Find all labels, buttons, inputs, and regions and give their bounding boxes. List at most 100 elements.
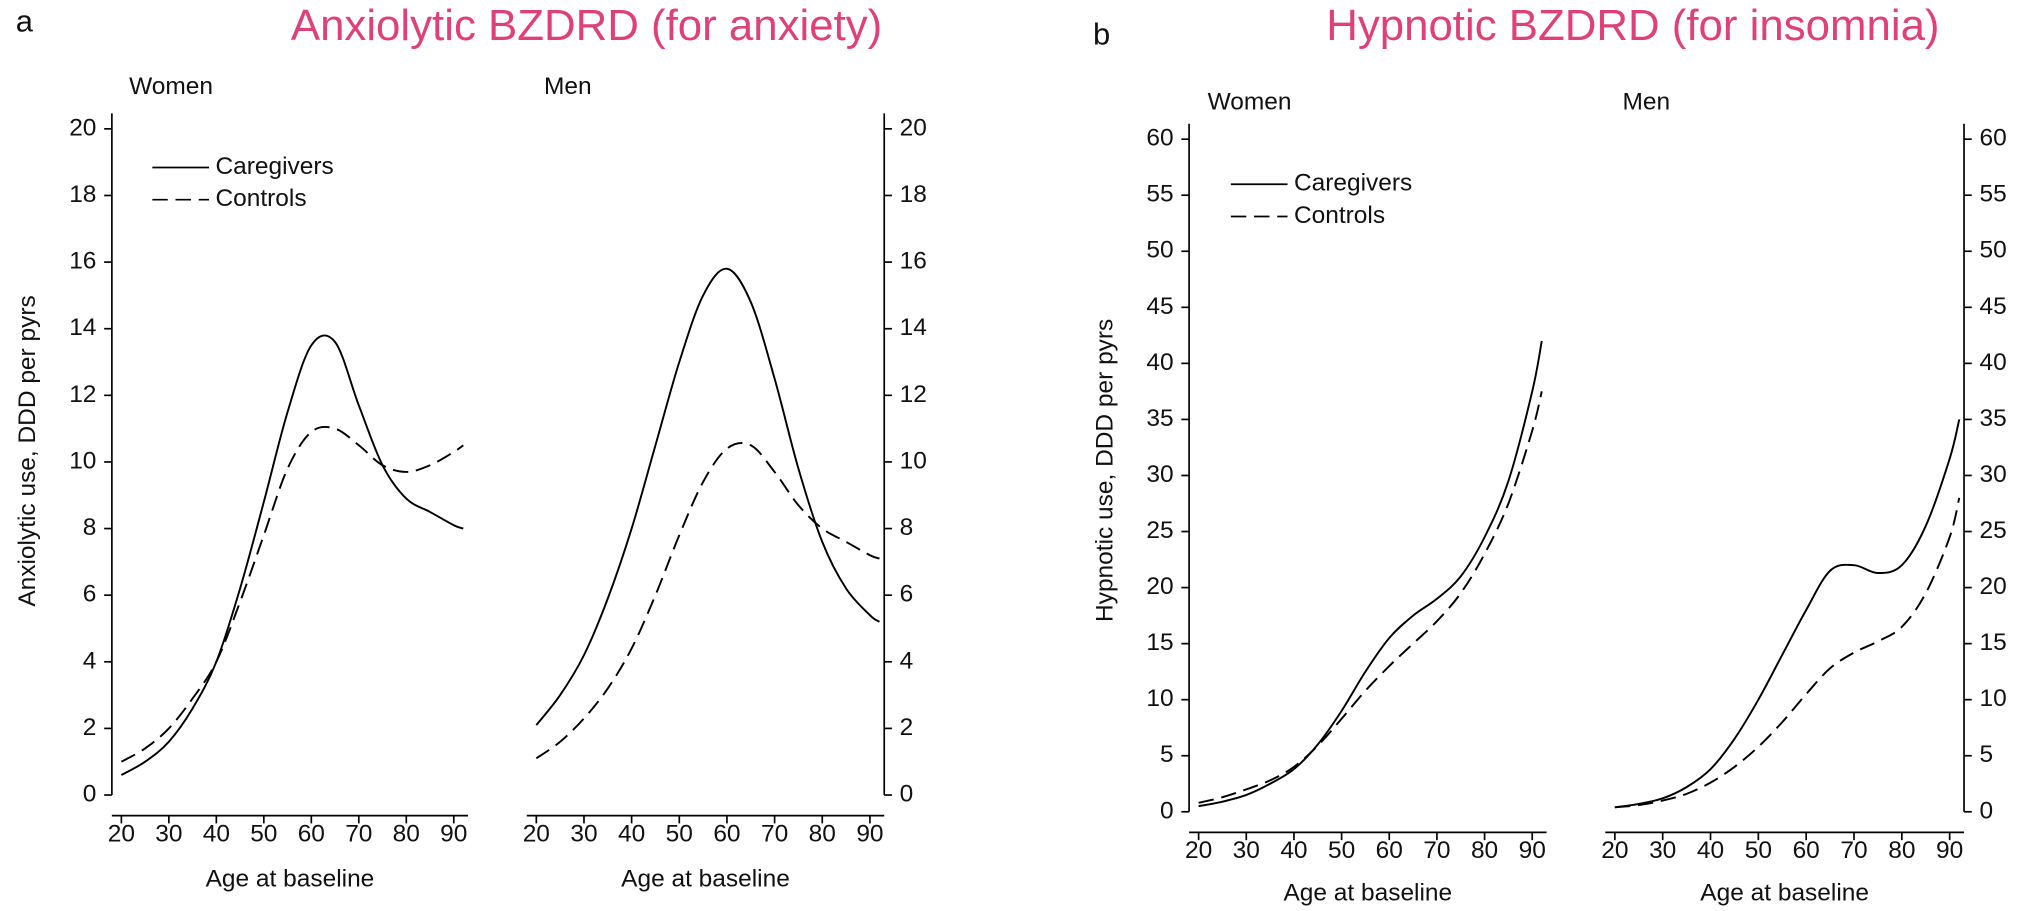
y-tick-label: 15	[1146, 629, 1173, 656]
x-tick-label: 70	[345, 820, 372, 847]
subplot-label: Women	[129, 73, 213, 100]
legend-label: Caregivers	[1294, 170, 1412, 197]
y-axis-label: Hypnotic use, DDD per pyrs	[1091, 319, 1118, 622]
x-tick-label: 20	[1185, 837, 1212, 864]
x-tick-label: 60	[713, 820, 740, 847]
x-tick-label: 50	[1328, 837, 1355, 864]
y-tick-label: 18	[69, 181, 96, 208]
panel-label: a	[16, 3, 34, 38]
y-tick-label: 40	[1146, 349, 1173, 376]
x-tick-label: 60	[1376, 837, 1403, 864]
x-axis-label: Age at baseline	[621, 866, 790, 893]
x-tick-label: 80	[1471, 837, 1498, 864]
series-line	[1614, 419, 1961, 809]
x-tick-label: 60	[298, 820, 325, 847]
x-tick-label: 70	[1423, 837, 1450, 864]
y-tick-label: 0	[83, 780, 97, 807]
x-tick-label: 20	[523, 820, 550, 847]
y-tick-label: 25	[1146, 517, 1173, 544]
subplot-label: Women	[1208, 89, 1292, 116]
x-tick-label: 30	[155, 820, 182, 847]
y-tick-label: 10	[1146, 685, 1173, 712]
x-tick-label: 90	[440, 820, 467, 847]
y-tick-label: 16	[69, 248, 96, 275]
x-axis-label: Age at baseline	[1283, 880, 1452, 907]
y-tick-label: 6	[83, 581, 97, 608]
x-axis-label: Age at baseline	[1700, 880, 1869, 907]
y-tick-label: 16	[900, 248, 927, 275]
y-tick-label: 35	[1979, 405, 2006, 432]
group-title: Hypnotic BZDRD (for insomnia)	[1326, 1, 1939, 50]
series-line	[1614, 497, 1961, 809]
x-tick-label: 50	[666, 820, 693, 847]
y-tick-label: 20	[1979, 573, 2006, 600]
y-tick-label: 25	[1979, 517, 2006, 544]
y-tick-label: 10	[900, 447, 927, 474]
legend-label: Caregivers	[215, 153, 333, 180]
y-tick-label: 45	[1146, 293, 1173, 320]
x-tick-label: 30	[570, 820, 597, 847]
x-tick-label: 90	[1936, 837, 1963, 864]
y-tick-label: 45	[1979, 293, 2006, 320]
y-tick-label: 30	[1979, 461, 2006, 488]
x-tick-label: 50	[250, 820, 277, 847]
y-tick-label: 20	[69, 114, 96, 141]
y-tick-label: 0	[900, 780, 914, 807]
y-tick-label: 60	[1979, 125, 2006, 152]
x-tick-label: 40	[203, 820, 230, 847]
y-tick-label: 8	[900, 514, 914, 541]
y-tick-label: 5	[1979, 741, 1993, 768]
x-axis-label: Age at baseline	[206, 866, 375, 893]
y-tick-label: 10	[69, 447, 96, 474]
y-tick-label: 12	[69, 381, 96, 408]
y-tick-label: 50	[1146, 237, 1173, 264]
y-tick-label: 55	[1146, 181, 1173, 208]
series-line	[1198, 391, 1543, 804]
y-tick-label: 8	[83, 514, 97, 541]
x-tick-label: 40	[1697, 837, 1724, 864]
y-tick-label: 14	[900, 314, 927, 341]
series-line	[535, 267, 881, 726]
y-tick-label: 6	[900, 581, 914, 608]
series-line	[1198, 340, 1543, 808]
y-tick-label: 15	[1979, 629, 2006, 656]
x-tick-label: 70	[1840, 837, 1867, 864]
y-tick-label: 10	[1979, 685, 2006, 712]
x-tick-label: 40	[1280, 837, 1307, 864]
y-tick-label: 30	[1146, 461, 1173, 488]
subplot-label: Men	[1623, 89, 1671, 116]
y-tick-label: 35	[1146, 405, 1173, 432]
series-line	[120, 425, 464, 763]
y-tick-label: 0	[1979, 797, 1993, 824]
panel-label: b	[1093, 16, 1110, 51]
legend-label: Controls	[1294, 202, 1385, 229]
y-tick-label: 0	[1160, 797, 1174, 824]
x-tick-label: 90	[1519, 837, 1546, 864]
y-axis-label: Anxiolytic use, DDD per pyrs	[14, 295, 41, 606]
subplot-label: Men	[544, 73, 592, 100]
y-tick-label: 14	[69, 314, 96, 341]
x-tick-label: 60	[1793, 837, 1820, 864]
y-tick-label: 20	[1146, 573, 1173, 600]
y-tick-label: 2	[900, 714, 914, 741]
group-title: Anxiolytic BZDRD (for anxiety)	[291, 1, 882, 50]
x-tick-label: 80	[393, 820, 420, 847]
series-line	[535, 442, 880, 760]
y-tick-label: 4	[83, 647, 97, 674]
x-tick-label: 80	[1888, 837, 1915, 864]
x-tick-label: 20	[108, 820, 135, 847]
y-tick-label: 18	[900, 181, 927, 208]
x-tick-label: 70	[761, 820, 788, 847]
y-tick-label: 40	[1979, 349, 2006, 376]
x-tick-label: 40	[618, 820, 645, 847]
y-tick-label: 55	[1979, 181, 2006, 208]
y-tick-label: 2	[83, 714, 97, 741]
y-tick-label: 5	[1160, 741, 1174, 768]
y-tick-label: 4	[900, 647, 914, 674]
x-tick-label: 90	[856, 820, 883, 847]
legend-label: Controls	[215, 185, 306, 212]
y-tick-label: 12	[900, 381, 927, 408]
x-tick-label: 30	[1649, 837, 1676, 864]
y-tick-label: 60	[1146, 125, 1173, 152]
